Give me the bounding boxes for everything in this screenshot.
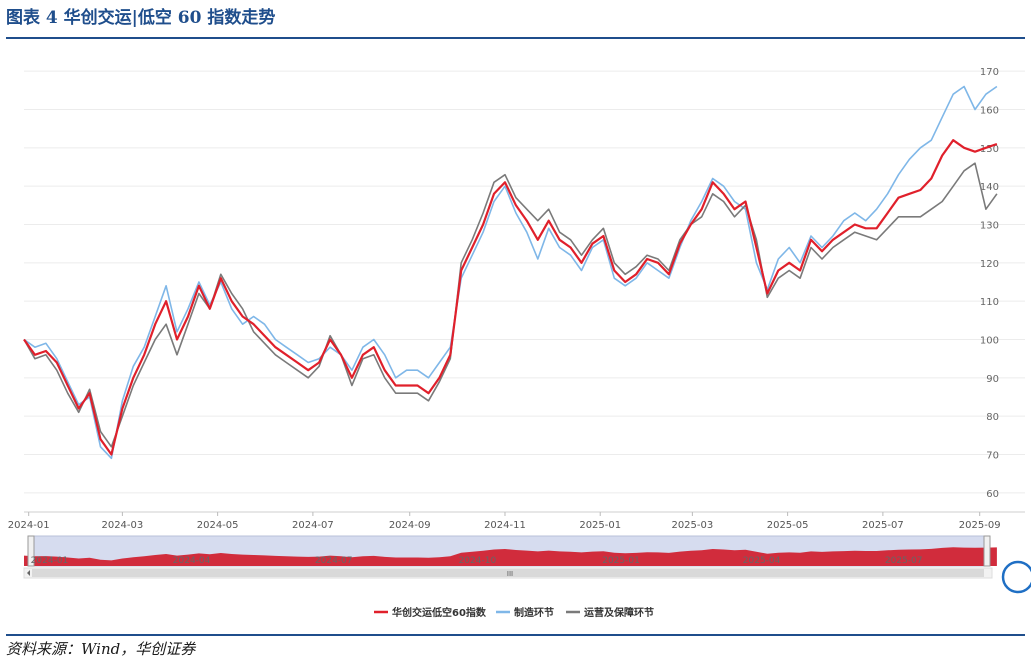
navigator-handle-right [983, 535, 991, 567]
scroll-left-icon [27, 570, 30, 576]
x-tick-label: 2025-01 [579, 520, 621, 531]
y-tick-label: 120 [980, 259, 999, 270]
x-tick-label: 2025-03 [671, 520, 713, 531]
navigator-label: 2025-01 [602, 556, 640, 566]
scrollbar-grip: III [507, 570, 513, 578]
navigator-control-icon [1001, 560, 1031, 594]
y-tick-label: 160 [980, 106, 999, 117]
navigator-label: 2024-01 [31, 556, 69, 566]
y-tick-label: 90 [986, 374, 999, 385]
range-navigator[interactable]: 2024-01 2024-04 2024-07 2024-10 2025-01 2025-… [23, 535, 1031, 594]
y-tick-label: 140 [980, 182, 999, 193]
title-rule [6, 37, 1025, 39]
gridlines [24, 70, 1025, 513]
x-tick-label: 2024-07 [292, 520, 334, 531]
y-axis: 60 70 80 90 100 110 120 130 140 150 160 170 [980, 67, 999, 500]
x-tick-label: 2024-09 [389, 520, 431, 531]
navigator-label: 2024-07 [315, 556, 353, 566]
x-axis: 2024-01 2024-03 2024-05 2024-07 2024-09 2024-… [8, 512, 1001, 531]
navigator-handle-left [27, 535, 35, 567]
legend[interactable]: 华创交运低空60指数 制造环节 运营及保障环节 [374, 606, 654, 619]
y-tick-label: 150 [980, 144, 999, 155]
y-tick-label: 110 [980, 297, 999, 308]
chart: 60 70 80 90 100 110 120 130 140 150 160 170 2024-01… [8, 67, 1031, 619]
navigator-label: 2025-04 [743, 556, 781, 566]
series-line-1 [23, 85, 998, 460]
y-tick-label: 130 [980, 221, 999, 232]
x-tick-label: 2025-05 [767, 520, 809, 531]
source-rule [6, 634, 1025, 636]
series-line-2 [23, 162, 998, 448]
x-tick-label: 2024-05 [197, 520, 239, 531]
legend-label: 制造环节 [514, 606, 554, 619]
y-tick-label: 60 [986, 489, 999, 500]
y-tick-label: 100 [980, 336, 999, 347]
figure-title: 图表 4 华创交运|低空 60 指数走势 [6, 8, 276, 28]
scrollbar-thumb [32, 569, 984, 577]
x-tick-label: 2025-09 [959, 520, 1001, 531]
navigator-label: 2025-07 [885, 556, 923, 566]
series-line-0 [23, 139, 998, 456]
x-tick-label: 2024-01 [8, 520, 50, 531]
navigator-area [24, 547, 997, 566]
x-tick-label: 2024-03 [101, 520, 143, 531]
legend-label: 华创交运低空60指数 [392, 606, 487, 619]
navigator-label: 2024-10 [459, 556, 497, 566]
x-tick-label: 2025-07 [862, 520, 904, 531]
y-tick-label: 70 [986, 451, 999, 462]
navigator-label: 2024-04 [173, 556, 211, 566]
source-note: 资料来源：Wind，华创证券 [6, 640, 196, 658]
legend-label: 运营及保障环节 [584, 606, 654, 619]
y-tick-label: 80 [986, 412, 999, 423]
plot-area [23, 85, 998, 460]
y-tick-label: 170 [980, 67, 999, 78]
x-tick-label: 2024-11 [484, 520, 526, 531]
